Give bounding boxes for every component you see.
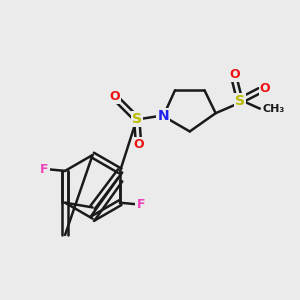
Text: S: S [132,112,142,126]
Text: CH₃: CH₃ [262,104,284,114]
Text: O: O [229,68,240,81]
Text: F: F [40,163,49,176]
Text: O: O [109,90,120,103]
Text: O: O [133,139,143,152]
Text: O: O [260,82,270,95]
Text: N: N [158,109,169,123]
Text: F: F [136,198,145,211]
Text: S: S [235,94,245,108]
